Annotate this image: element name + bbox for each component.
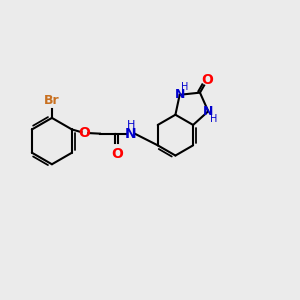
Text: N: N xyxy=(203,105,213,118)
Text: N: N xyxy=(125,127,137,141)
Text: O: O xyxy=(79,126,90,140)
Text: H: H xyxy=(210,114,217,124)
Text: N: N xyxy=(175,88,185,101)
Text: O: O xyxy=(111,147,123,161)
Text: H: H xyxy=(127,120,135,130)
Text: O: O xyxy=(201,73,213,87)
Text: Br: Br xyxy=(44,94,60,107)
Text: H: H xyxy=(181,82,188,92)
